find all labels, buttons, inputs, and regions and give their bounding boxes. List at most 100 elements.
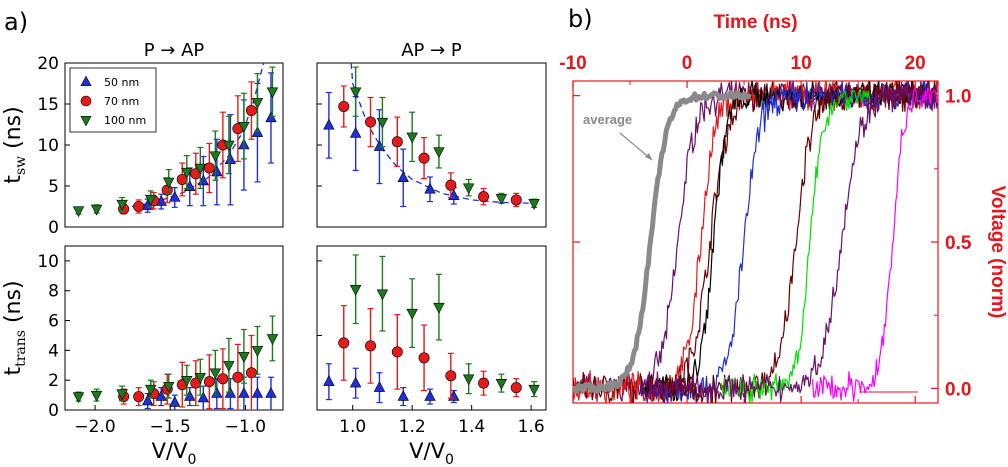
data-point-triangle-down [251,346,264,357]
data-point-triangle-up [211,165,223,177]
data-point-triangle-down [238,121,250,133]
series-layer [72,315,279,410]
data-point-triangle-up [251,126,264,137]
legend-label: 70 nm [104,95,139,108]
average-trace [573,89,752,394]
x-tick-label: 1.0 [339,417,366,437]
data-point-triangle-down [462,183,475,195]
panel-label-b: b) [568,5,593,33]
data-point-triangle-down [144,194,157,206]
data-point-circle [510,194,522,206]
data-point-triangle-down [349,87,362,99]
data-point-triangle-down [72,206,85,218]
x-axis-label: V/V0 [409,439,454,467]
subplot-title: P → AP [144,40,205,61]
y-tick-label: 10 [37,136,59,156]
voltage-trace [573,81,938,403]
data-point-triangle-down [433,147,445,159]
data-point-triangle-down [462,374,475,386]
x-tick-label: 20 [905,53,926,74]
data-point-circle [203,162,215,174]
y-tick-label: 0.0 [945,379,971,400]
data-point-triangle-down [181,167,193,179]
data-point-circle [445,370,457,382]
y-tick-label: 1.0 [945,87,971,108]
data-point-triangle-down [163,381,175,393]
data-point-circle [133,201,145,213]
data-point-triangle-down [528,384,540,396]
data-point-triangle-up [265,386,277,398]
data-point-triangle-down [349,285,362,296]
subplot-bottom-right: 1.0 1.2 1.4 1.6 V/V0 [316,245,547,467]
panel-b: -10 0 10 20 Time (ns) 0.0 0.5 1.0 Voltage (norm)… [559,12,1008,404]
x-tick-label: 10 [791,53,812,74]
y-tick-label: 0 [48,401,59,421]
voltage-trace [573,81,938,403]
y-axis-label: tsw (ns) [1,106,29,183]
annotation-arrowhead [645,153,652,160]
trace-layer [573,81,938,403]
x-tick-label: 0 [682,53,693,74]
data-point-triangle-up [238,386,250,398]
subplot-title: AP → P [401,40,462,61]
data-point-circle [365,116,377,128]
y-tick-label: 0.5 [945,233,972,254]
data-point-triangle-down [181,375,193,387]
y-tick-label: 4 [48,341,59,361]
data-point-triangle-up [397,171,409,182]
data-point-triangle-down [223,140,235,152]
data-point-circle [245,105,257,117]
x-tick-label: 1.2 [399,417,426,437]
data-point-triangle-down [90,204,103,216]
data-point-triangle-down [223,361,235,372]
series-layer [72,66,279,218]
data-point-triangle-down [433,302,445,314]
fit-curve [121,62,265,209]
data-point-triangle-down [376,117,389,129]
data-point-triangle-down [495,378,508,390]
plot-frame [64,245,284,411]
fit-curve [350,62,532,204]
x-tick-label: -10 [559,53,586,74]
data-point-triangle-up [323,375,335,386]
data-point-triangle-down [209,368,222,380]
data-point-triangle-up [349,376,362,388]
data-point-triangle-up [251,386,264,398]
y-tick-label: 0 [48,218,59,238]
voltage-trace [640,81,938,403]
legend-label: 100 nm [104,114,146,127]
data-point-triangle-up [373,381,386,392]
legend-marker [80,115,92,127]
data-point-triangle-up [424,389,436,401]
data-point-circle [418,152,430,164]
data-point-triangle-up [197,391,210,403]
subplot-top-right: AP → P [316,40,547,228]
data-point-triangle-up [169,190,181,202]
data-point-triangle-up [169,395,181,407]
data-point-triangle-down [266,87,279,99]
data-point-circle [478,377,490,389]
data-point-triangle-down [528,199,540,210]
data-point-triangle-down [406,308,418,320]
subplot-bottom-left: 0 2 4 6 8 10 −2.0 −1.5 −1.0 ttrans (ns) V/V0 [1,245,284,467]
data-point-circle [133,391,145,403]
data-point-triangle-up [349,126,362,138]
y-tick-label: 2 [48,371,59,391]
data-point-triangle-up [397,389,409,401]
data-point-triangle-down [194,372,207,384]
data-point-triangle-down [406,132,418,144]
data-point-triangle-down [72,392,85,404]
data-point-triangle-down [163,177,175,189]
subplot-top-left: 0 5 10 15 20 P → AP tsw (ns) 50 nm 70 nm 100 nm [1,40,284,238]
data-point-triangle-down [251,98,264,109]
data-point-triangle-down [266,334,279,346]
data-point-triangle-down [209,151,222,163]
y-tick-label: 8 [48,282,59,302]
data-point-circle [338,100,350,112]
x-axis-label: Time (ns) [713,12,797,33]
data-point-circle [418,352,430,364]
legend-marker [80,95,92,107]
data-point-triangle-down [116,389,128,401]
